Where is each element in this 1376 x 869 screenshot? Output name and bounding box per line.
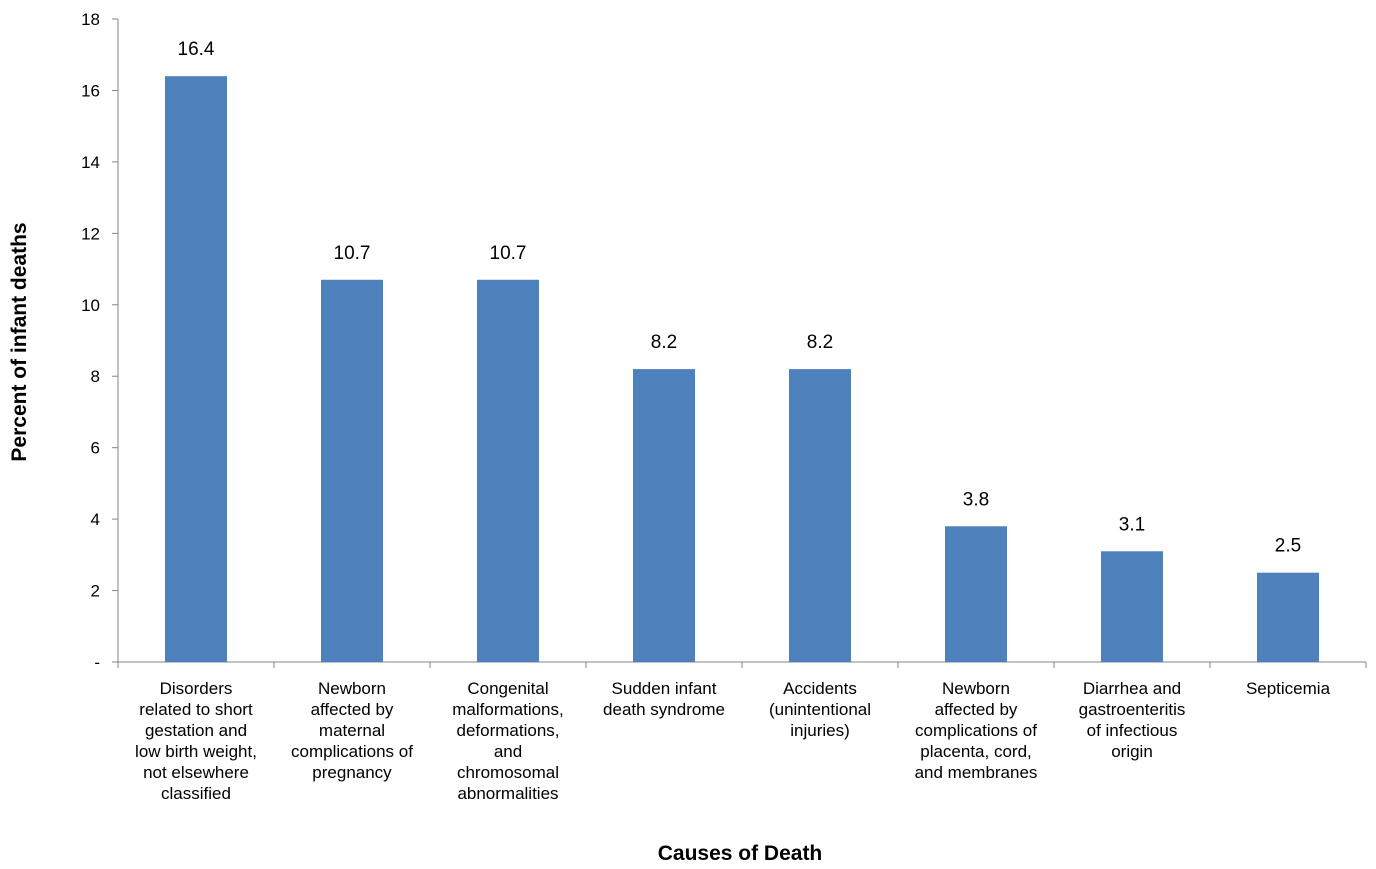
x-tick-label: Sudden infant death syndrome xyxy=(603,679,725,719)
x-tick-label: Newborn affected by maternal complications … xyxy=(291,679,413,782)
y-tick-label: 2 xyxy=(91,582,100,601)
data-label: 2.5 xyxy=(1275,536,1301,557)
x-tick-label: Accidents (unintentional injuries) xyxy=(769,679,871,740)
y-tick-label: 12 xyxy=(81,224,100,243)
y-tick-label: 8 xyxy=(91,367,100,386)
data-label: 8.2 xyxy=(807,332,833,353)
data-label: 3.8 xyxy=(963,489,989,510)
bars xyxy=(165,76,1319,662)
y-tick-label: 10 xyxy=(81,296,100,315)
data-label: 10.7 xyxy=(490,243,527,264)
y-tick-label: 6 xyxy=(91,439,100,458)
y-tick-label: 4 xyxy=(91,510,100,529)
x-tick-label: Newborn affected by complications of placen… xyxy=(915,679,1038,782)
x-tick-label: Diarrhea and gastroenteritis of infectious… xyxy=(1079,679,1186,761)
bar xyxy=(1257,572,1319,662)
bar xyxy=(477,279,539,662)
bar xyxy=(945,526,1007,662)
y-axis-title: Percent of infant deaths xyxy=(8,222,31,461)
bar xyxy=(1101,551,1163,662)
bar xyxy=(165,76,227,662)
y-tick-label: 16 xyxy=(81,81,100,100)
data-label: 16.4 xyxy=(178,39,215,60)
data-label: 8.2 xyxy=(651,332,677,353)
data-label: 10.7 xyxy=(334,243,371,264)
x-tick-label: Congenital malformations, deformations, and… xyxy=(452,679,563,803)
y-tick-label: - xyxy=(94,653,100,672)
x-tick-label: Septicemia xyxy=(1246,679,1331,698)
data-label: 3.1 xyxy=(1119,514,1145,535)
bar xyxy=(789,369,851,662)
x-axis-title: Causes of Death xyxy=(658,842,823,864)
x-tick-label: Disorders related to short gestation and lo… xyxy=(135,679,257,803)
y-tick-label: 18 xyxy=(81,10,100,29)
y-tick-label: 14 xyxy=(81,153,100,172)
axes xyxy=(112,18,1367,668)
bar xyxy=(633,369,695,662)
bar xyxy=(321,279,383,662)
labels: - 2 4 6 8 10 12 14 16 18 16.4 Disorders related to s… xyxy=(81,10,1331,803)
